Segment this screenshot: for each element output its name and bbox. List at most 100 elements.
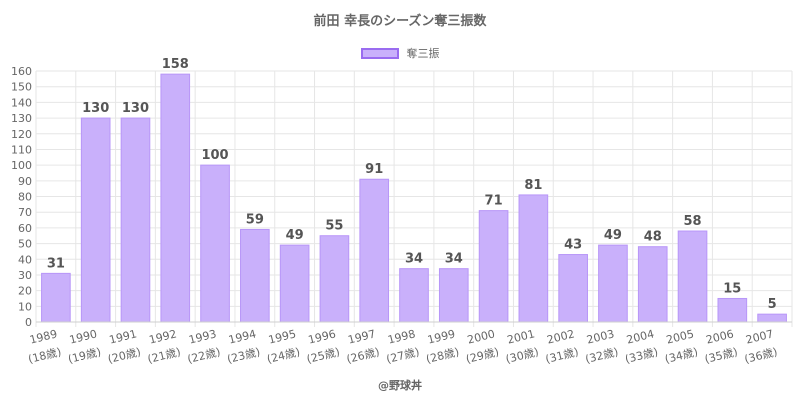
x-tick-label: 1991	[108, 327, 138, 346]
y-tick-label: 100	[11, 159, 32, 172]
bar	[200, 164, 230, 323]
x-tick-sublabel: (26歳)	[345, 345, 381, 366]
y-tick-label: 130	[11, 112, 32, 125]
bar	[80, 117, 111, 323]
bar	[240, 228, 270, 323]
data-label: 34	[405, 252, 423, 267]
y-tick-label: 30	[18, 269, 32, 282]
x-tick-label: 1993	[187, 327, 217, 346]
x-tick-label: 2004	[625, 327, 655, 346]
legend[interactable]: 奪三振	[0, 45, 800, 61]
x-tick-label: 1994	[227, 327, 257, 346]
x-tick-label: 2000	[466, 327, 496, 346]
data-label: 5	[768, 297, 777, 312]
x-tick-label: 2007	[745, 327, 775, 346]
x-tick-sublabel: (18歳)	[27, 345, 63, 366]
y-tick-label: 50	[18, 238, 32, 251]
bar	[399, 268, 429, 323]
x-tick-sublabel: (20歳)	[106, 345, 142, 366]
data-label: 49	[604, 228, 622, 243]
y-tick-label: 20	[18, 285, 32, 298]
y-tick-label: 150	[11, 81, 32, 94]
x-tick-sublabel: (31歳)	[544, 345, 580, 366]
data-label: 15	[723, 281, 741, 296]
bar	[518, 194, 549, 323]
data-label: 49	[286, 228, 304, 243]
bar	[319, 235, 350, 323]
x-tick-label: 1992	[148, 327, 178, 346]
bar	[359, 178, 390, 323]
x-tick-sublabel: (35歳)	[703, 345, 739, 366]
x-tick-label: 1999	[426, 327, 456, 346]
footer-credit: @野球丼	[378, 379, 422, 392]
data-label: 130	[122, 101, 149, 116]
bar	[677, 230, 708, 323]
y-tick-label: 0	[25, 316, 32, 329]
x-tick-sublabel: (30歳)	[504, 345, 540, 366]
legend-swatch	[360, 47, 399, 59]
y-tick-label: 40	[18, 253, 32, 266]
x-tick-sublabel: (25歳)	[305, 345, 341, 366]
x-tick-label: 1997	[347, 327, 377, 346]
x-tick-sublabel: (32歳)	[584, 345, 620, 366]
x-tick-label: 2006	[705, 327, 735, 346]
y-tick-label: 90	[18, 175, 32, 188]
bar	[279, 244, 310, 323]
bar	[558, 254, 588, 323]
y-tick-label: 80	[18, 191, 32, 204]
y-tick-label: 10	[18, 300, 32, 313]
x-tick-label: 1990	[68, 327, 98, 346]
bar	[717, 297, 748, 323]
x-tick-sublabel: (29歳)	[465, 345, 501, 366]
y-tick-label: 70	[18, 206, 32, 219]
x-tick-label: 2005	[665, 327, 695, 346]
x-tick-label: 2003	[585, 327, 615, 346]
x-tick-label: 1995	[267, 327, 297, 346]
bar	[478, 210, 509, 323]
x-tick-label: 1998	[386, 327, 416, 346]
data-label: 158	[162, 57, 189, 72]
x-tick-sublabel: (23歳)	[226, 345, 262, 366]
x-tick-label: 1996	[307, 327, 337, 346]
data-label: 130	[82, 101, 109, 116]
data-label: 58	[683, 214, 701, 229]
y-tick-label: 160	[11, 65, 32, 78]
bar	[160, 73, 191, 323]
bar	[637, 246, 668, 323]
y-tick-label: 110	[11, 143, 32, 156]
legend-label: 奪三振	[406, 47, 440, 60]
x-tick-sublabel: (24歳)	[266, 345, 302, 366]
data-label: 100	[201, 148, 228, 163]
x-tick-sublabel: (21歳)	[146, 345, 182, 366]
x-tick-label: 1989	[28, 327, 58, 346]
chart-title: 前田 幸長のシーズン奪三振数	[313, 14, 487, 29]
x-tick-label: 2001	[506, 327, 536, 346]
data-label: 55	[325, 219, 343, 234]
data-label: 91	[365, 162, 383, 177]
x-tick-sublabel: (19歳)	[67, 345, 103, 366]
bar	[41, 272, 71, 323]
data-label: 81	[524, 178, 542, 193]
data-label: 59	[246, 212, 264, 227]
y-tick-label: 60	[18, 222, 32, 235]
bar	[438, 268, 469, 323]
x-tick-sublabel: (28歳)	[425, 345, 461, 366]
x-tick-sublabel: (22歳)	[186, 345, 222, 366]
y-tick-label: 120	[11, 128, 32, 141]
data-label: 43	[564, 238, 582, 253]
x-tick-sublabel: (36歳)	[743, 345, 779, 366]
data-label: 71	[485, 194, 503, 209]
bar	[120, 117, 151, 323]
x-tick-sublabel: (27歳)	[385, 345, 421, 366]
x-tick-sublabel: (33歳)	[624, 345, 660, 366]
data-label: 48	[644, 230, 662, 245]
x-tick-sublabel: (34歳)	[664, 345, 700, 366]
data-label: 31	[47, 256, 65, 271]
data-label: 34	[445, 252, 463, 267]
x-tick-label: 2002	[546, 327, 576, 346]
bar	[757, 313, 787, 323]
bar	[598, 244, 628, 323]
y-tick-label: 140	[11, 96, 32, 109]
